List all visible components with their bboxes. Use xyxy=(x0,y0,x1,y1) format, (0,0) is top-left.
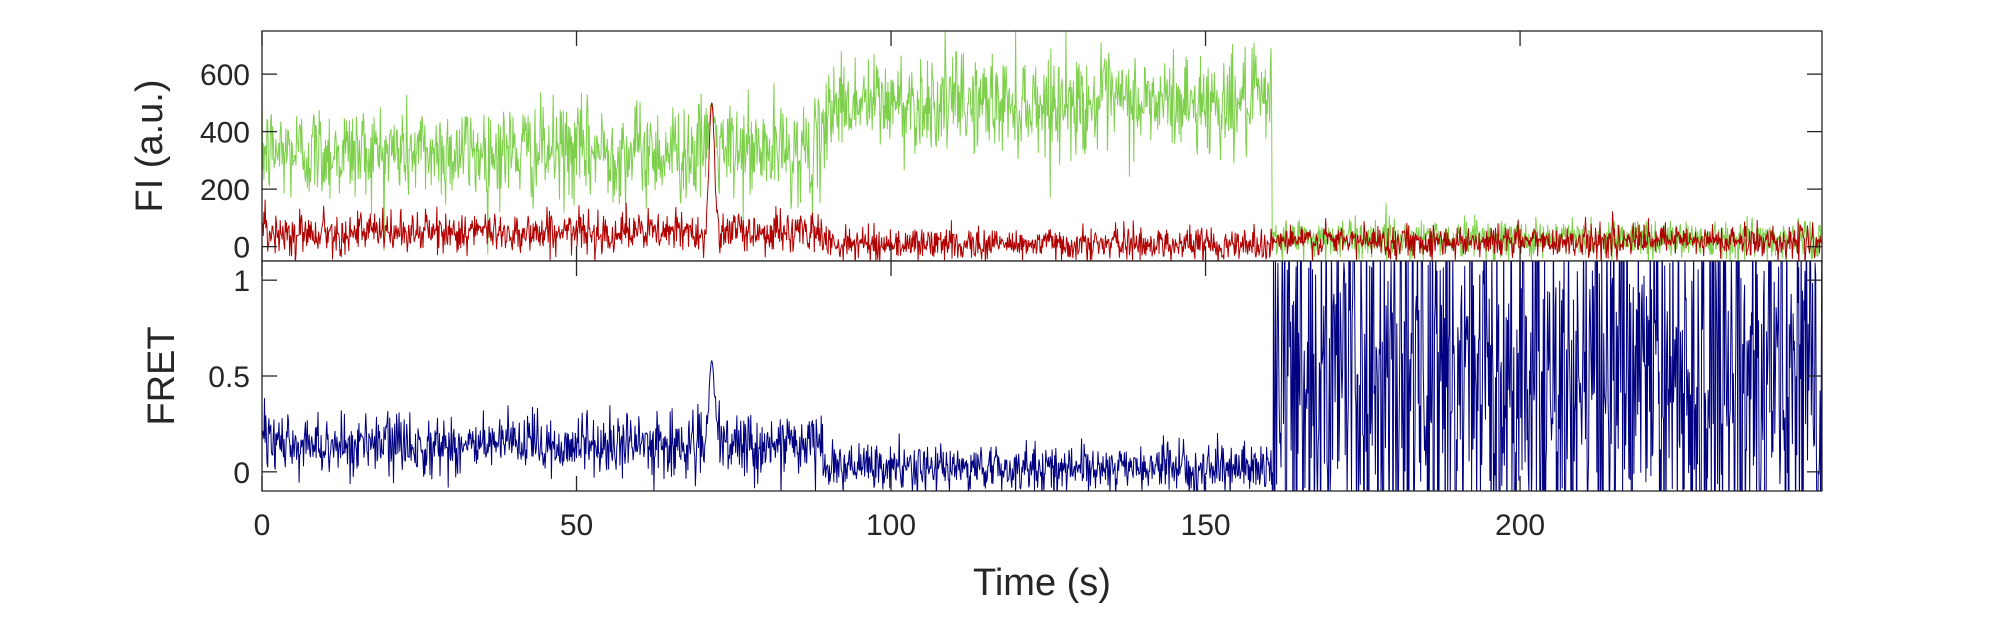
bottom-x-tick-label: 0 xyxy=(254,509,271,542)
top-y-tick-label: 0 xyxy=(233,232,250,265)
bottom-x-tick-label: 50 xyxy=(560,509,593,542)
top-y-tick-label: 400 xyxy=(200,117,250,150)
bottom-x-tick-label: 150 xyxy=(1181,509,1231,542)
bottom-y-tick-label: 1 xyxy=(233,265,250,298)
top-y-tick-label: 600 xyxy=(200,59,250,92)
fret-y-axis-label: FRET xyxy=(141,326,183,425)
x-axis-label: Time (s) xyxy=(973,562,1111,604)
bottom-x-tick-label: 200 xyxy=(1495,509,1545,542)
fret-plot-area xyxy=(262,261,1822,491)
intensity-plot-area xyxy=(262,31,1822,261)
intensity-panel: 0 200 400 600 FI (a.u.) xyxy=(129,30,1823,265)
bottom-x-tick-label: 100 xyxy=(866,509,916,542)
fret-panel: 0 0.5 1 0 50 100 150 200 FRET Time (s) xyxy=(141,260,1823,604)
bottom-y-tick-label: 0 xyxy=(233,457,250,490)
top-y-tick-label: 200 xyxy=(200,174,250,207)
intensity-y-axis-label: FI (a.u.) xyxy=(129,79,171,212)
top-series-line-1 xyxy=(262,102,1822,261)
bottom-y-tick-label: 0.5 xyxy=(208,361,250,394)
bottom-series-line-0 xyxy=(262,261,1822,491)
fret-axes-box xyxy=(261,260,1823,492)
